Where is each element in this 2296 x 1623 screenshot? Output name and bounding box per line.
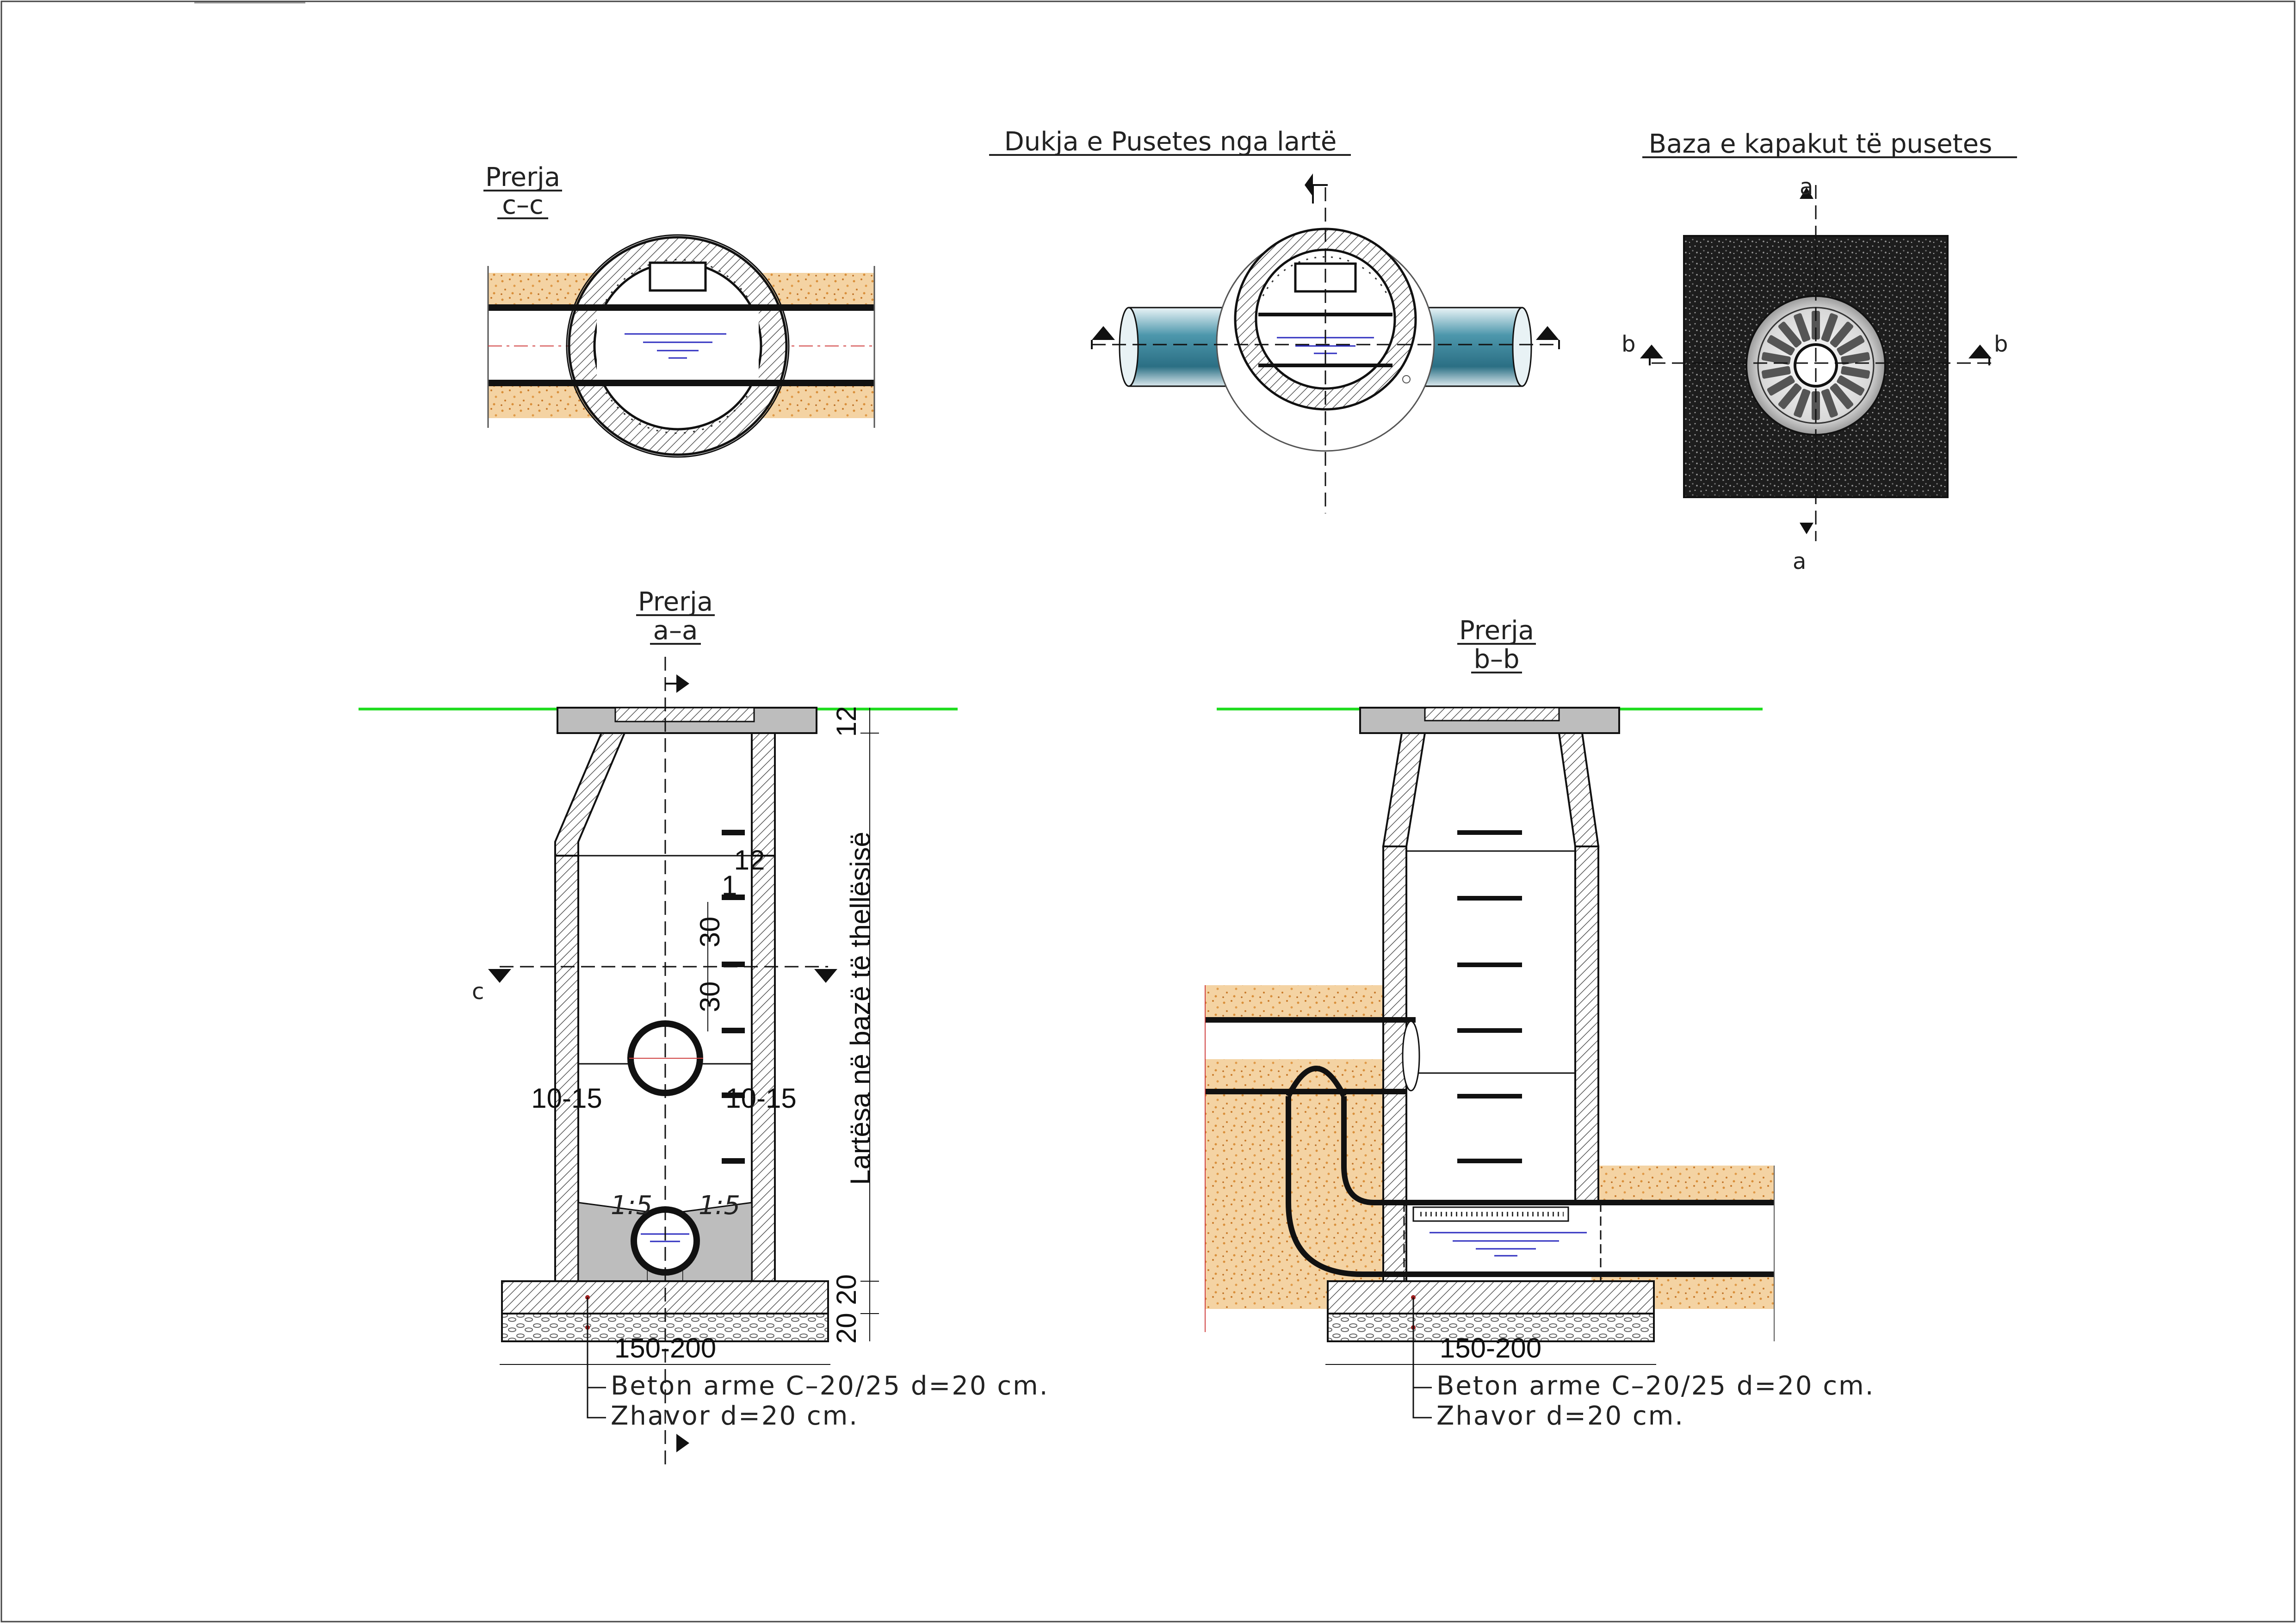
grate-slot	[1830, 321, 1854, 348]
grate-slot	[1841, 352, 1870, 365]
dim-depth-label: Lartësa në bazë të thellësisë	[845, 832, 876, 1185]
section-bb-title-1: Prerja	[1459, 616, 1534, 646]
dim-cap-thickness: 12	[831, 706, 862, 737]
note-gravel-bb: Zhavor d=20 cm.	[1436, 1401, 1684, 1431]
dim-step-offset: 12	[734, 845, 765, 876]
dim-step-gap: 1	[722, 870, 737, 901]
marker-c-left: c	[472, 979, 484, 1005]
cover-grate-slots	[1761, 311, 1870, 420]
dim-base-width-aa: 150-200	[614, 1333, 716, 1364]
grate-slot	[1778, 321, 1802, 348]
section-bb-view: Prerja b–b	[1205, 616, 1875, 1431]
marker-b-left: b	[1621, 331, 1635, 357]
section-bb-title-2: b–b	[1473, 644, 1519, 674]
grate-slot	[1821, 313, 1838, 342]
marker-a-bottom: a	[1793, 549, 1806, 574]
dim-step-spacing-1: 30	[694, 917, 725, 948]
grate-slot	[1837, 335, 1865, 356]
cover-base-view: Baza e kapakut të pusetes a a b b	[1621, 129, 2017, 574]
dim-slope-left: 1:5	[611, 1191, 652, 1221]
note-gravel-aa: Zhavor d=20 cm.	[611, 1401, 859, 1431]
grate-slot	[1794, 313, 1811, 342]
top-view: Dukja e Pusetes nga lartë	[989, 127, 1560, 513]
marker-b-right: b	[1994, 331, 2008, 357]
top-view-title: Dukja e Pusetes nga lartë	[1004, 127, 1337, 157]
dim-base-width-bb: 150-200	[1440, 1333, 1541, 1364]
dim-step-spacing-2: 30	[694, 981, 725, 1012]
grate-slot	[1812, 311, 1820, 339]
dim-wall-left: 10-15	[531, 1083, 602, 1114]
grate-slot	[1761, 352, 1791, 365]
marker-a-top: a	[1800, 174, 1813, 200]
dim-base-layers: 20 20	[831, 1274, 862, 1344]
section-cc-title-1: Prerja	[485, 162, 560, 192]
grate-slot	[1837, 375, 1865, 396]
section-aa-view: Prerja a–a	[359, 587, 1049, 1466]
grate-slot	[1767, 375, 1795, 396]
grate-slot	[1841, 366, 1870, 379]
section-aa-title-2: a–a	[653, 616, 698, 646]
note-concrete-aa: Beton arme C–20/25 d=20 cm.	[611, 1371, 1049, 1401]
grate-slot	[1794, 389, 1811, 418]
note-concrete-bb: Beton arme C–20/25 d=20 cm.	[1436, 1371, 1875, 1401]
section-cc-view: Prerja c–c	[483, 162, 875, 458]
dim-wall-right: 10-15	[725, 1083, 796, 1114]
cover-base-title: Baza e kapakut të pusetes	[1649, 129, 1993, 159]
grate-slot	[1767, 335, 1795, 356]
grate-slot	[1821, 389, 1838, 418]
grate-slot	[1778, 383, 1802, 409]
section-cc-title-2: c–c	[502, 190, 544, 220]
dim-slope-right: 1:5	[699, 1191, 740, 1221]
section-aa-title-1: Prerja	[638, 587, 713, 617]
grate-slot	[1830, 383, 1854, 409]
grate-slot	[1761, 366, 1791, 379]
grate-slot	[1812, 391, 1820, 420]
